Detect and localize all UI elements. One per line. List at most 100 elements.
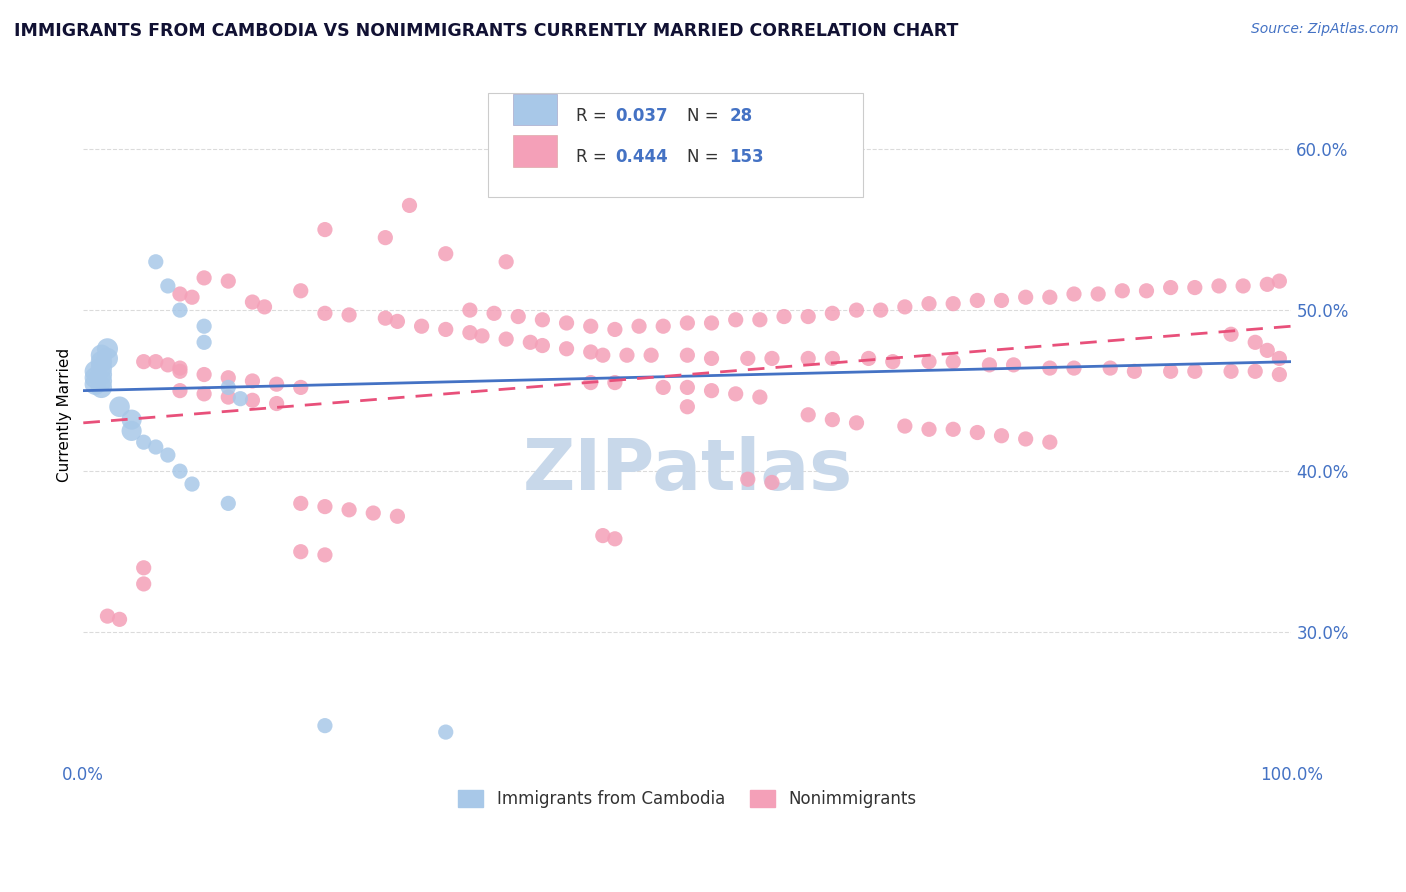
Point [132,435,155,450]
Point [1184,280,1206,294]
Point [1160,364,1182,378]
Point [845,303,868,318]
Point [229,392,252,406]
Point [676,316,699,330]
Point [979,358,1001,372]
Point [156,279,179,293]
Point [90,374,112,388]
Point [894,419,917,434]
Point [1256,343,1278,358]
Point [1039,435,1062,450]
Point [290,544,312,558]
Point [84,377,107,392]
Point [90,361,112,376]
Point [748,390,770,404]
Point [748,312,770,326]
Point [1256,277,1278,292]
Point [603,322,626,336]
FancyBboxPatch shape [513,94,557,125]
Point [858,351,880,366]
Point [1002,358,1025,372]
Point [96,351,118,366]
Point [290,284,312,298]
Point [145,440,167,454]
Text: 0.037: 0.037 [614,107,668,125]
Point [724,387,747,401]
Point [266,396,288,410]
Point [508,310,530,324]
Point [471,329,494,343]
Point [434,246,457,260]
Point [1208,279,1230,293]
Point [1244,335,1267,350]
Point [290,496,312,510]
Point [495,254,517,268]
Point [169,303,191,318]
Point [700,316,723,330]
Point [181,477,204,491]
Point [821,351,844,366]
Point [773,310,796,324]
Point [640,142,662,156]
Point [90,368,112,382]
Point [314,222,336,236]
Point [108,400,131,414]
Point [1268,351,1291,366]
Point [1063,361,1085,376]
Text: 0.444: 0.444 [614,148,668,166]
FancyBboxPatch shape [488,93,862,196]
Point [845,416,868,430]
Point [411,319,433,334]
Point [217,390,239,404]
Point [869,303,891,318]
Point [387,314,409,328]
Point [676,380,699,394]
Point [1039,290,1062,304]
Point [217,380,239,394]
Point [990,428,1012,442]
Point [132,354,155,368]
Point [966,425,988,440]
Point [918,296,941,310]
Point [966,293,988,308]
Point [242,374,264,388]
Point [495,332,517,346]
Text: R =: R = [576,107,612,125]
Point [193,271,215,285]
Point [531,312,554,326]
Point [616,348,638,362]
Point [108,612,131,626]
Point [314,306,336,320]
Point [821,412,844,426]
Point [797,351,820,366]
Point [458,326,481,340]
Point [132,577,155,591]
Point [266,377,288,392]
Point [434,322,457,336]
Point [169,287,191,301]
Point [314,548,336,562]
Point [797,310,820,324]
Point [700,384,723,398]
Point [676,400,699,414]
Text: R =: R = [576,148,612,166]
Text: 153: 153 [730,148,765,166]
FancyBboxPatch shape [513,136,557,167]
Point [1244,364,1267,378]
Point [652,380,675,394]
Point [1160,280,1182,294]
Point [700,351,723,366]
Point [90,380,112,394]
Point [156,358,179,372]
Point [132,561,155,575]
Point [314,719,336,733]
Point [1268,368,1291,382]
Point [592,348,614,362]
Point [374,311,396,326]
Point [1014,290,1036,304]
Text: ZIPatlas: ZIPatlas [522,435,852,505]
Point [555,316,578,330]
Point [918,354,941,368]
Point [193,387,215,401]
Text: Source: ZipAtlas.com: Source: ZipAtlas.com [1251,22,1399,37]
